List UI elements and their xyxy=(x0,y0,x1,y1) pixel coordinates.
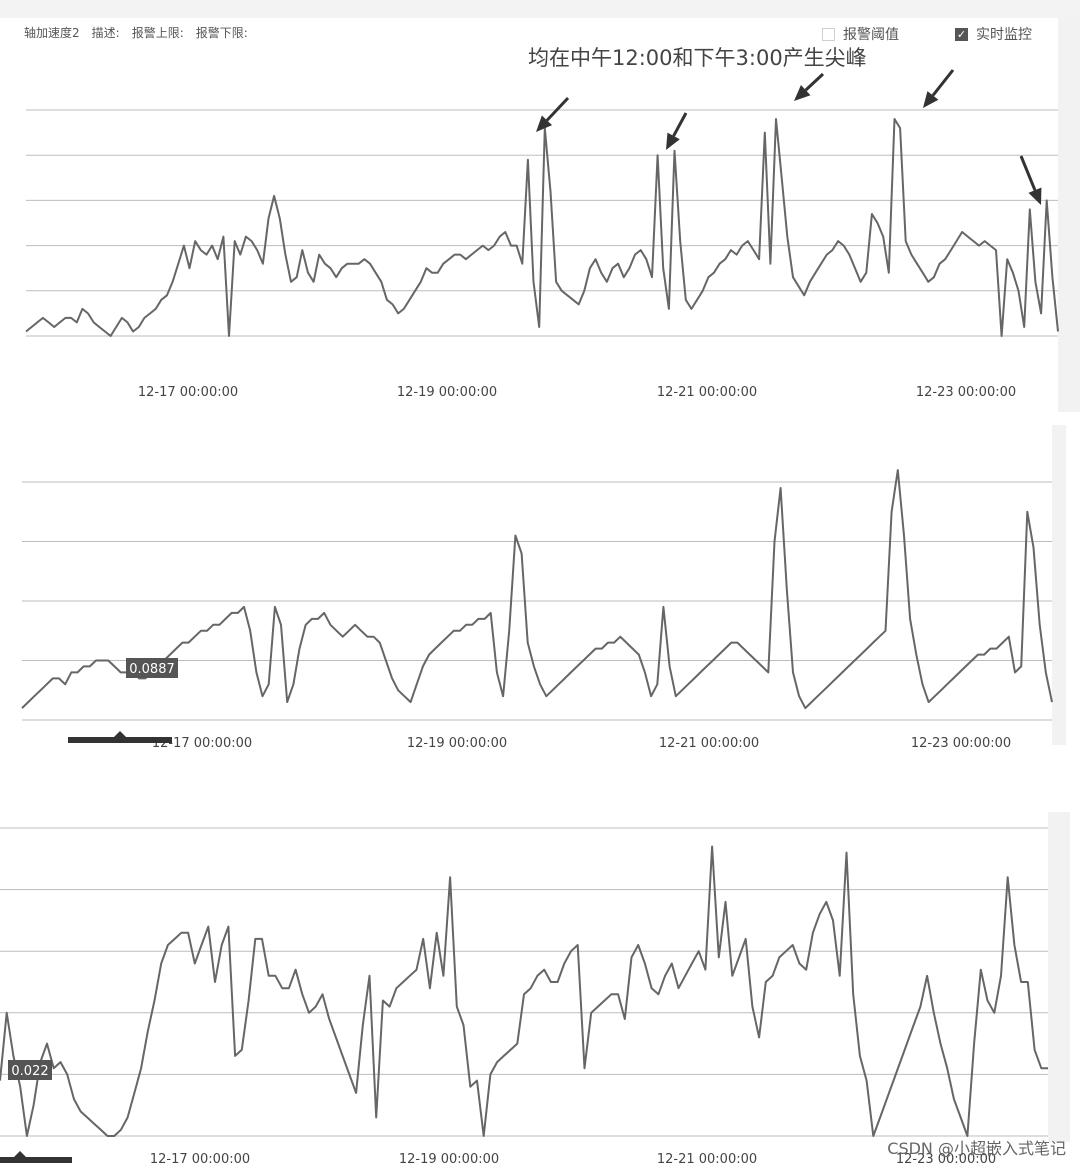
tooltip-box xyxy=(8,1060,52,1080)
chart-2-svg: 12-17 00:00:00 12-19 00:00:00 12-21 00:00:… xyxy=(21,469,1053,751)
slider-pointer-icon xyxy=(113,731,127,738)
annotation-arrow-shaft xyxy=(545,96,570,122)
zoom-slider-handle[interactable] xyxy=(0,1157,72,1163)
right-edge-shade xyxy=(1052,425,1066,745)
tooltip-box xyxy=(126,658,178,678)
x-tick-label: 12-23 00:00:00 xyxy=(916,385,1016,400)
annotation-arrow-shaft xyxy=(931,69,955,97)
x-tick-label: 12-17 00:00:00 xyxy=(138,385,238,400)
annotation-arrow-head xyxy=(536,115,553,132)
x-tick-label: 12-19 00:00:00 xyxy=(397,385,497,400)
x-tick-label: 12-17 00:00:00 xyxy=(152,736,252,751)
chart-1-svg: 12-17 00:00:00 12-19 00:00:00 12-21 00:00:… xyxy=(25,69,1059,400)
description-label: 描述: xyxy=(91,26,120,40)
x-tick-label: 12-21 00:00:00 xyxy=(659,736,759,751)
x-tick-label: 12-23 00:00:00 xyxy=(896,1152,996,1167)
chart-toolbar: 轴加速度2 描述: 报警上限: 报警下限: xyxy=(24,24,248,44)
realtime-toggle[interactable]: ✓ 实时监控 xyxy=(955,24,1032,44)
x-tick-label: 12-19 00:00:00 xyxy=(399,1152,499,1167)
annotation-arrow-head xyxy=(1028,187,1042,205)
x-tick-label: 12-17 00:00:00 xyxy=(150,1152,250,1167)
alarm-upper-label: 报警上限: xyxy=(131,26,184,40)
chart-panel-1: 12-17 00:00:00 12-19 00:00:00 12-21 00:00:… xyxy=(0,0,1080,412)
alarm-lower-label: 报警下限: xyxy=(195,26,248,40)
annotation-arrow-shaft xyxy=(804,72,825,92)
channel-name: 轴加速度2 xyxy=(24,26,80,40)
x-tick-label: 12-21 00:00:00 xyxy=(657,385,757,400)
threshold-checkbox[interactable] xyxy=(822,27,835,41)
annotation-arrow-shaft xyxy=(672,112,688,137)
realtime-label: 实时监控 xyxy=(976,27,1032,43)
threshold-label: 报警阈值 xyxy=(843,27,899,43)
chart-3-svg: 12-17 00:00:00 12-19 00:00:00 12-21 00:00:… xyxy=(0,827,1048,1167)
zoom-slider-handle[interactable] xyxy=(68,737,172,743)
right-edge-shade xyxy=(1058,18,1080,412)
annotation-arrow-shaft xyxy=(1019,155,1037,191)
x-tick-label: 12-19 00:00:00 xyxy=(407,736,507,751)
threshold-toggle[interactable]: 报警阈值 xyxy=(822,24,899,44)
watermark-text: CSDN @小超嵌入式笔记 xyxy=(887,1139,1066,1158)
realtime-checkbox[interactable]: ✓ xyxy=(955,27,968,41)
tooltip-value: 0.022 xyxy=(11,1064,48,1079)
chart-panel-3: 12-17 00:00:00 12-19 00:00:00 12-21 00:00:… xyxy=(0,770,1080,1169)
annotation-arrow-head xyxy=(666,132,680,150)
series-line xyxy=(0,845,1048,1137)
annotation-arrow-head xyxy=(923,91,939,108)
tooltip-value: 0.0887 xyxy=(129,662,175,677)
slider-pointer-icon xyxy=(13,1151,27,1158)
series-line xyxy=(21,469,1053,710)
x-tick-label: 12-23 00:00:00 xyxy=(911,736,1011,751)
right-edge-shade xyxy=(1048,812,1070,1142)
window-top-strip xyxy=(0,0,1080,18)
x-tick-label: 12-21 00:00:00 xyxy=(657,1152,757,1167)
annotation-arrow-head xyxy=(794,84,811,101)
peak-annotation: 均在中午12:00和下午3:00产生尖峰 xyxy=(528,46,867,70)
series-line xyxy=(25,118,1059,337)
chart-panel-2: 12-17 00:00:00 12-19 00:00:00 12-21 00:00:… xyxy=(0,412,1080,770)
